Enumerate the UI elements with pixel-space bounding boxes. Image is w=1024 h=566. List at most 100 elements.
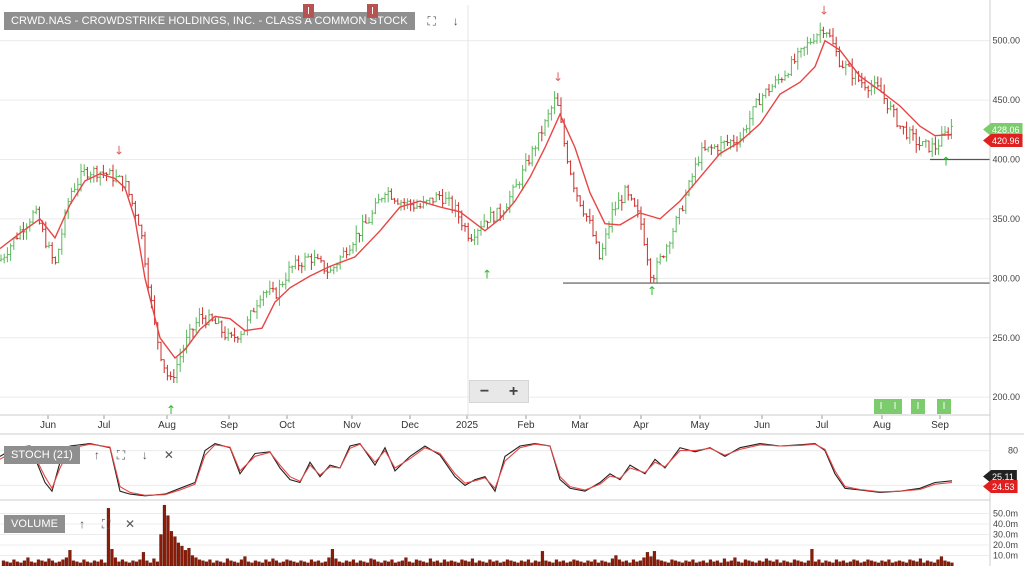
volume-bar [285,559,289,566]
volume-pane-header: VOLUME ↑ ⛶ ✕ [4,515,137,533]
buy-signal-icon: ↑ [941,154,951,168]
volume-bar [141,552,146,566]
close-icon[interactable]: ✕ [163,448,174,462]
price-tick-label: 450.00 [992,95,1020,105]
volume-bar [5,561,9,566]
time-tick-label: Mar [571,420,589,431]
volume-bar [376,561,380,566]
volume-bar [747,560,751,566]
volume-bar [432,561,436,566]
volume-bar [253,560,258,566]
price-tick-label: 300.00 [992,273,1020,283]
download-arrow-icon[interactable]: ↓ [452,14,459,28]
volume-bar [537,561,541,566]
volume-bar [64,557,69,566]
volume-bar [190,555,195,566]
volume-bar [827,561,832,566]
volume-bar [323,561,328,566]
volume-bar [684,560,688,566]
volume-bar [173,536,177,566]
volume-tick-label: 10.0m [993,551,1018,561]
time-tick-label: Feb [517,420,535,431]
volume-bar [40,560,44,566]
volume-bar [554,559,559,566]
fullscreen-icon[interactable]: ⛶ [116,447,126,462]
volume-bar [75,561,79,566]
volume-bar [806,560,811,566]
close-icon[interactable]: ✕ [125,517,136,531]
volume-bar [785,561,790,566]
volume-bar [750,561,755,566]
volume-bar [257,561,261,566]
volume-bar [631,559,636,566]
volume-bar [372,559,377,566]
volume-bar [635,561,639,566]
move-up-icon[interactable]: ↑ [93,448,100,462]
buy-signal-icon: ↑ [647,284,657,298]
volume-bar [197,559,202,566]
news-marker[interactable]: I [911,399,925,414]
volume-bar [131,560,135,566]
volume-bar [404,557,408,566]
volume-bar [929,561,933,566]
volume-bar [691,559,695,566]
volume-bar [771,561,776,566]
volume-bar [99,559,104,566]
volume-bar [586,560,590,566]
move-down-icon[interactable]: ↓ [141,448,148,462]
fullscreen-icon[interactable]: ⛶ [101,516,111,531]
volume-tick-label: 50.0m [993,509,1018,519]
volume-bar [736,561,741,566]
volume-bar [792,559,797,566]
volume-bar [446,561,450,566]
volume-bar [617,559,622,566]
volume-bar [572,559,576,566]
volume-bar [729,560,734,566]
volume-bar [467,561,471,566]
fullscreen-icon[interactable]: ⛶ [427,13,436,28]
volume-bar [369,558,373,566]
volume-bar [936,559,940,566]
stoch-pane-header: STOCH (21) ↑ ⛶ ↓ ✕ [4,446,176,464]
volume-bar [810,549,814,566]
time-tick-label: Jul [816,420,829,431]
volume-bar [505,559,510,566]
buy-signal-icon: ↑ [482,267,492,281]
volume-bar [110,549,114,566]
volume-bar [390,559,394,566]
volume-bar [201,560,205,566]
volume-bar [519,560,524,566]
volume-bar [610,558,615,566]
volume-bar [50,560,55,566]
event-marker[interactable]: I [303,4,314,18]
zoom-in-button[interactable]: + [508,382,519,400]
symbol-title: CRWD.NAS - CROWDSTRIKE HOLDINGS, INC. - … [4,12,415,30]
volume-bar [113,557,118,566]
volume-bar [166,515,170,566]
volume-bar [558,561,562,566]
volume-bar [701,560,706,566]
volume-bar [418,560,422,566]
volume-bar [208,559,212,566]
event-marker[interactable]: I [367,4,378,18]
volume-bar [768,560,772,566]
volume-bar [894,561,898,566]
volume-bar [670,559,674,566]
volume-bar [491,561,496,566]
volume-bar [414,559,419,566]
volume-bar [852,559,856,566]
volume-bar [187,548,191,566]
move-up-icon[interactable]: ↑ [79,517,86,531]
volume-bar [645,552,650,566]
volume-bar [299,560,303,566]
zoom-out-button[interactable]: − [479,382,490,400]
volume-bar [495,560,499,566]
news-marker[interactable]: I [874,399,888,414]
news-marker[interactable]: I [888,399,902,414]
volume-bar [649,556,653,566]
news-marker[interactable]: I [937,399,951,414]
volume-bar [600,560,604,566]
volume-bar [918,558,923,566]
price-bars [0,22,953,384]
